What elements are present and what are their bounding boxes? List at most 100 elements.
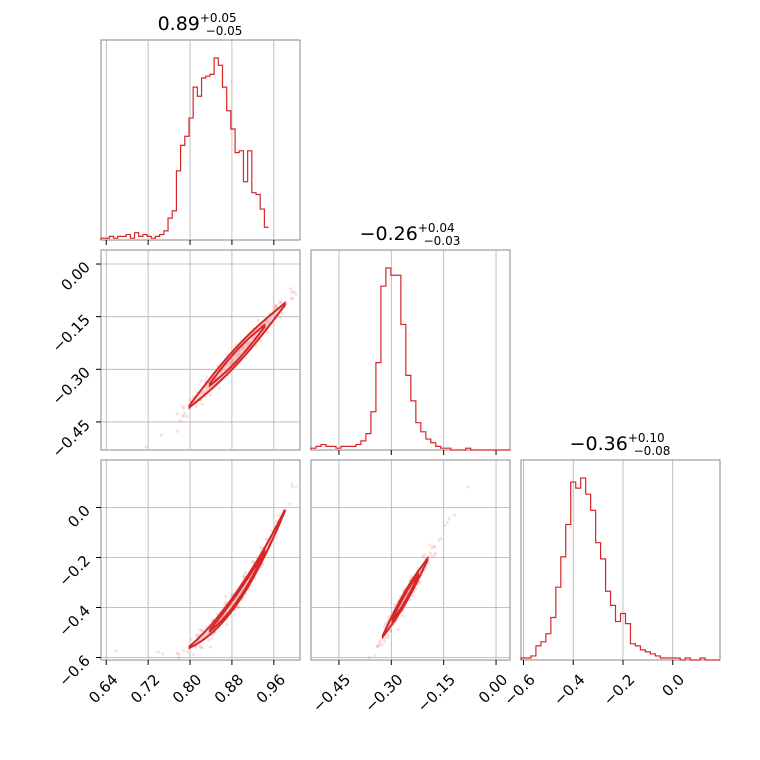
x-tick-label: −0.15 xyxy=(414,671,459,716)
scatter-point xyxy=(380,643,384,647)
scatter-point xyxy=(274,304,278,308)
contour-line xyxy=(382,555,429,640)
scatter-point xyxy=(411,594,415,598)
scatter-point xyxy=(264,537,268,541)
scatter-point xyxy=(178,419,182,423)
y-tick-label: 0.0 xyxy=(64,502,94,532)
scatter-point xyxy=(186,650,190,654)
x-tick-label: 0.72 xyxy=(127,671,163,707)
scatter-point xyxy=(181,404,185,409)
y-tick-label: −0.30 xyxy=(49,363,94,408)
x-tick-label: −0.30 xyxy=(361,671,406,716)
scatter-point xyxy=(210,637,214,641)
scatter-point xyxy=(291,297,295,301)
scatter-point xyxy=(177,652,181,656)
scatter-point xyxy=(290,296,294,300)
scatter-point xyxy=(420,554,425,558)
scatter-point xyxy=(199,628,204,633)
scatter-point xyxy=(289,287,293,291)
scatter-point xyxy=(259,546,263,550)
scatter-point xyxy=(175,651,179,655)
scatter-point xyxy=(236,605,240,609)
scatter-point xyxy=(443,523,447,527)
scatter-point xyxy=(229,593,233,597)
contour-line xyxy=(208,322,266,388)
scatter-point xyxy=(192,653,196,657)
x-tick-label: −0.45 xyxy=(309,671,354,716)
contour-line xyxy=(391,571,419,624)
scatter-point xyxy=(194,646,198,650)
contour-line xyxy=(208,548,266,634)
scatter-point xyxy=(377,644,381,648)
scatter-point xyxy=(185,414,189,419)
scatter-point xyxy=(181,649,186,653)
y-tick-label: 0.00 xyxy=(57,258,93,294)
scatter-point xyxy=(199,379,203,383)
scatter-point xyxy=(290,485,294,489)
scatter-point xyxy=(200,402,204,406)
scatter-point xyxy=(388,629,393,633)
scatter-point xyxy=(274,535,278,540)
scatter-point xyxy=(159,433,163,437)
scatter-point xyxy=(384,621,388,626)
scatter-point xyxy=(199,645,203,650)
scatter-point xyxy=(453,513,457,517)
hist-panel-2 xyxy=(520,459,721,661)
scatter-point xyxy=(401,614,405,618)
scatter-point xyxy=(277,513,281,517)
scatter-point xyxy=(222,603,227,607)
scatter-point xyxy=(234,343,238,347)
scatter-point xyxy=(256,318,260,323)
scatter-point xyxy=(429,554,433,558)
scatter-point xyxy=(447,516,451,520)
scatter-point xyxy=(195,633,199,637)
scatter-point xyxy=(294,292,298,296)
scatter-point xyxy=(243,571,248,575)
scatter-point xyxy=(194,404,198,409)
scatter-point xyxy=(432,545,437,549)
scatter-point xyxy=(181,414,185,418)
scatter-point xyxy=(274,303,279,307)
scatter-point xyxy=(259,339,263,343)
scatter-panel-2-0 xyxy=(100,459,301,661)
scatter-point xyxy=(175,412,179,416)
x-tick-label: 0.88 xyxy=(211,671,247,707)
scatter-panel-1-0 xyxy=(100,249,301,451)
scatter-point xyxy=(204,375,208,379)
scatter-point xyxy=(290,482,294,486)
scatter-point xyxy=(437,538,441,542)
title-param-0: 0.89+0.05 −0.05 xyxy=(158,11,243,38)
scatter-point xyxy=(208,645,212,649)
scatter-point xyxy=(378,639,382,643)
y-tick-label: −0.15 xyxy=(49,311,94,356)
histogram-step-2 xyxy=(520,477,720,661)
scatter-point xyxy=(210,633,215,637)
scatter-point xyxy=(423,553,427,557)
scatter-point xyxy=(175,429,180,433)
x-tick-label: 0.0 xyxy=(658,671,688,701)
scatter-point xyxy=(144,445,148,449)
scatter-point xyxy=(418,580,422,585)
contour-line xyxy=(188,301,286,410)
scatter-point xyxy=(237,605,241,609)
y-tick-label: −0.6 xyxy=(55,652,93,690)
x-tick-label: −0.4 xyxy=(550,671,588,709)
scatter-point xyxy=(389,628,393,633)
scatter-point xyxy=(386,633,390,637)
scatter-point xyxy=(274,519,278,524)
scatter-point xyxy=(279,301,283,305)
scatter-point xyxy=(368,655,372,660)
scatter-point xyxy=(278,316,282,320)
scatter-point xyxy=(373,653,377,658)
scatter-point xyxy=(198,644,202,648)
x-tick-label: 0.96 xyxy=(253,671,289,707)
scatter-point xyxy=(183,411,187,415)
scatter-point xyxy=(265,330,269,334)
scatter-point xyxy=(278,300,282,304)
scatter-point xyxy=(432,544,436,548)
histogram-step-0 xyxy=(100,57,269,240)
scatter-point xyxy=(215,612,219,616)
scatter-point xyxy=(225,622,229,626)
scatter-point xyxy=(292,289,296,294)
